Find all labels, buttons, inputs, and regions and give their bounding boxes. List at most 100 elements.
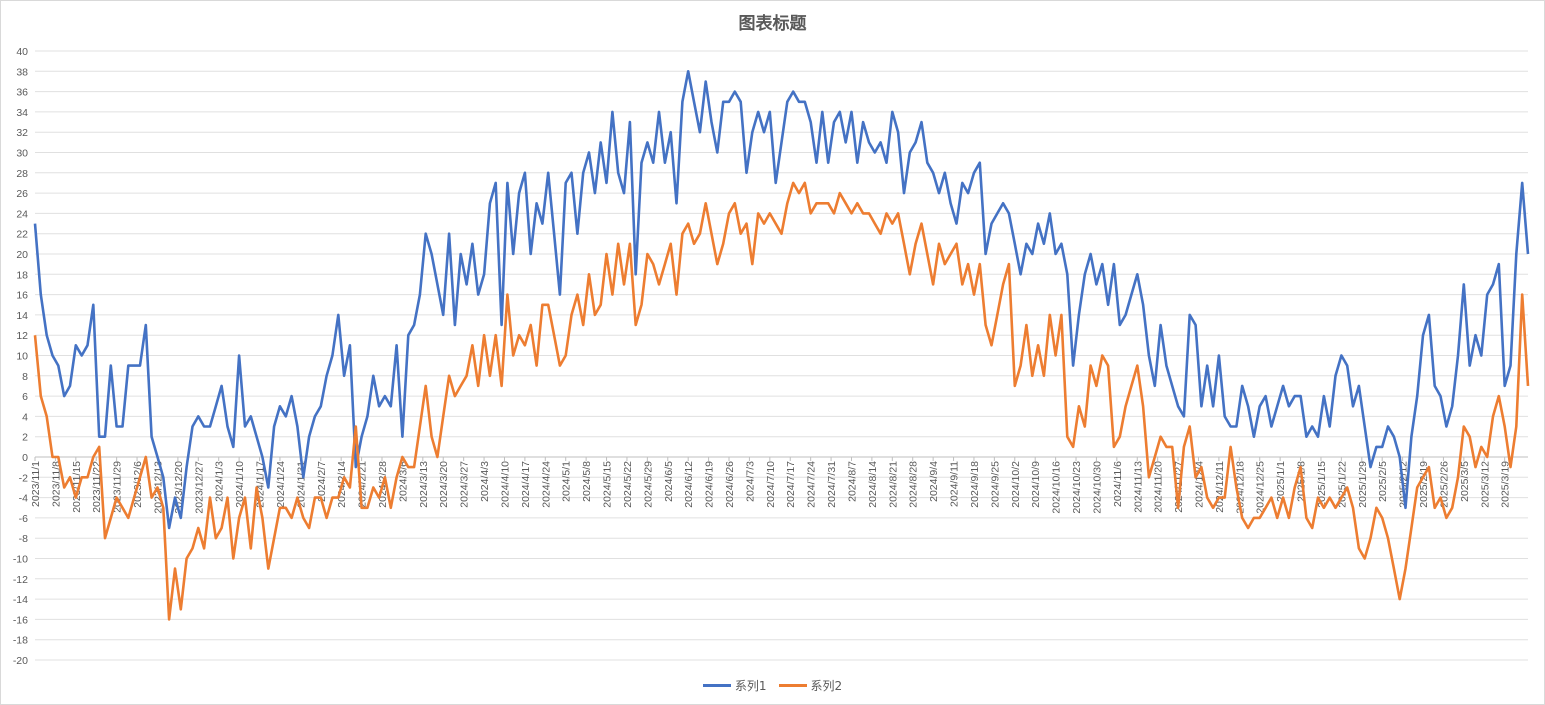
y-tick-label: 14 (16, 310, 28, 322)
y-tick-label: -12 (13, 574, 28, 586)
x-tick-label: 2024/10/30 (1091, 461, 1103, 514)
chart-title: 图表标题 (738, 14, 807, 34)
x-tick-label: 2024/10/16 (1051, 461, 1063, 514)
x-tick-label: 2024/6/26 (724, 461, 736, 508)
x-tick-label: 2024/12/18 (1234, 461, 1246, 514)
legend-swatch (702, 684, 731, 687)
x-axis: 2023/11/1 2023/11/8 2023/11/15 2023/11/22 20… (30, 457, 1512, 514)
x-tick-label: 2024/4/10 (499, 461, 511, 508)
y-tick-label: 2 (22, 432, 28, 444)
y-tick-label: -16 (13, 614, 28, 626)
x-tick-label: 2024/3/20 (438, 461, 450, 508)
x-tick-label: 2024/3/27 (459, 461, 471, 508)
x-tick-label: 2024/6/12 (683, 461, 695, 508)
x-tick-label: 2024/5/29 (642, 461, 654, 508)
x-tick-label: 2023/12/27 (193, 461, 205, 514)
y-tick-label: 18 (16, 269, 28, 281)
x-tick-label: 2024/1/10 (234, 461, 246, 508)
y-tick-label: 8 (22, 371, 28, 383)
y-tick-label: 34 (16, 107, 28, 119)
x-tick-label: 2025/2/5 (1377, 461, 1389, 502)
x-tick-label: 2024/4/17 (520, 461, 532, 508)
y-tick-label: 22 (16, 229, 28, 241)
x-tick-label: 2024/11/13 (1132, 461, 1144, 513)
y-tick-label: -2 (19, 472, 28, 484)
legend: 系列1 系列2 (0, 677, 1545, 694)
x-tick-label: 2024/4/24 (540, 461, 552, 508)
x-tick-label: 2025/2/26 (1438, 461, 1450, 508)
y-tick-label: 6 (22, 391, 28, 403)
y-tick-label: 0 (22, 452, 28, 464)
x-tick-label: 2025/3/12 (1479, 461, 1491, 508)
y-tick-label: 4 (22, 411, 28, 423)
x-tick-label: 2025/1/15 (1316, 461, 1328, 508)
x-tick-label: 2024/10/2 (1010, 461, 1022, 508)
x-tick-label: 2024/9/18 (969, 461, 981, 508)
x-tick-label: 2025/3/19 (1500, 461, 1512, 508)
x-tick-label: 2025/1/22 (1336, 461, 1348, 508)
legend-item-series1[interactable]: 系列1 (702, 677, 767, 694)
series-line-2 (33, 181, 1530, 621)
x-tick-label: 2024/4/3 (479, 461, 491, 502)
x-tick-label: 2024/6/5 (663, 461, 675, 502)
x-tick-label: 2025/1/1 (1275, 461, 1287, 502)
y-tick-label: 30 (16, 148, 28, 160)
x-tick-label: 2024/7/31 (826, 461, 838, 508)
x-tick-label: 2024/1/3 (214, 461, 226, 502)
y-tick-label: 26 (16, 188, 28, 200)
x-tick-label: 2024/8/7 (846, 461, 858, 502)
x-tick-label: 2024/7/24 (806, 461, 818, 508)
legend-label: 系列1 (734, 679, 767, 693)
x-tick-label: 2024/9/11 (949, 461, 961, 507)
y-tick-label: 28 (16, 168, 28, 180)
legend-swatch (778, 684, 807, 687)
x-tick-label: 2024/8/21 (887, 461, 899, 508)
x-tick-label: 2024/3/13 (418, 461, 430, 508)
x-tick-label: 2023/11/1 (30, 461, 42, 507)
y-tick-label: 32 (16, 127, 28, 139)
y-tick-label: 36 (16, 87, 28, 99)
y-tick-label: 40 (16, 46, 28, 58)
y-tick-label: -4 (19, 493, 28, 505)
y-tick-label: 10 (16, 351, 28, 363)
x-tick-label: 2023/11/8 (50, 461, 62, 507)
x-tick-label: 2024/7/3 (744, 461, 756, 502)
x-tick-label: 2024/10/23 (1071, 461, 1083, 514)
y-tick-label: 24 (16, 208, 28, 220)
x-tick-label: 2024/7/10 (765, 461, 777, 508)
x-tick-label: 2024/5/1 (561, 461, 573, 502)
y-tick-label: 38 (16, 66, 28, 78)
x-tick-label: 2024/9/4 (928, 461, 940, 502)
x-tick-label: 2024/8/28 (908, 461, 920, 508)
x-tick-label: 2025/1/29 (1357, 461, 1369, 508)
y-tick-label: -20 (13, 655, 28, 667)
series-lines (33, 70, 1530, 621)
x-tick-label: 2024/11/6 (1112, 461, 1124, 507)
x-tick-label: 2023/11/15 (71, 461, 83, 513)
x-tick-label: 2024/10/9 (1030, 461, 1042, 508)
y-tick-label: 12 (16, 330, 28, 342)
y-tick-label: -10 (13, 554, 28, 566)
x-tick-label: 2024/8/14 (867, 461, 879, 508)
legend-item-series2[interactable]: 系列2 (778, 677, 843, 694)
x-tick-label: 2024/2/7 (316, 461, 328, 502)
x-tick-label: 2024/11/20 (1153, 461, 1165, 513)
x-tick-label: 2025/3/5 (1459, 461, 1471, 502)
x-tick-label: 2024/1/24 (275, 461, 287, 508)
x-tick-label: 2024/7/17 (785, 461, 797, 508)
y-tick-label: -8 (19, 533, 28, 545)
y-tick-label: -6 (19, 513, 28, 525)
y-tick-label: 16 (16, 290, 28, 302)
series-line-1 (33, 70, 1530, 530)
x-tick-label: 2024/3/6 (397, 461, 409, 502)
y-tick-label: -18 (13, 635, 28, 647)
y-tick-label: -14 (13, 594, 28, 606)
legend-label: 系列2 (810, 679, 843, 693)
x-tick-label: 2024/5/22 (622, 461, 634, 508)
x-tick-label: 2024/5/8 (581, 461, 593, 502)
x-tick-label: 2024/12/25 (1255, 461, 1267, 514)
x-tick-label: 2024/9/25 (989, 461, 1001, 508)
x-tick-label: 2024/6/19 (704, 461, 716, 508)
